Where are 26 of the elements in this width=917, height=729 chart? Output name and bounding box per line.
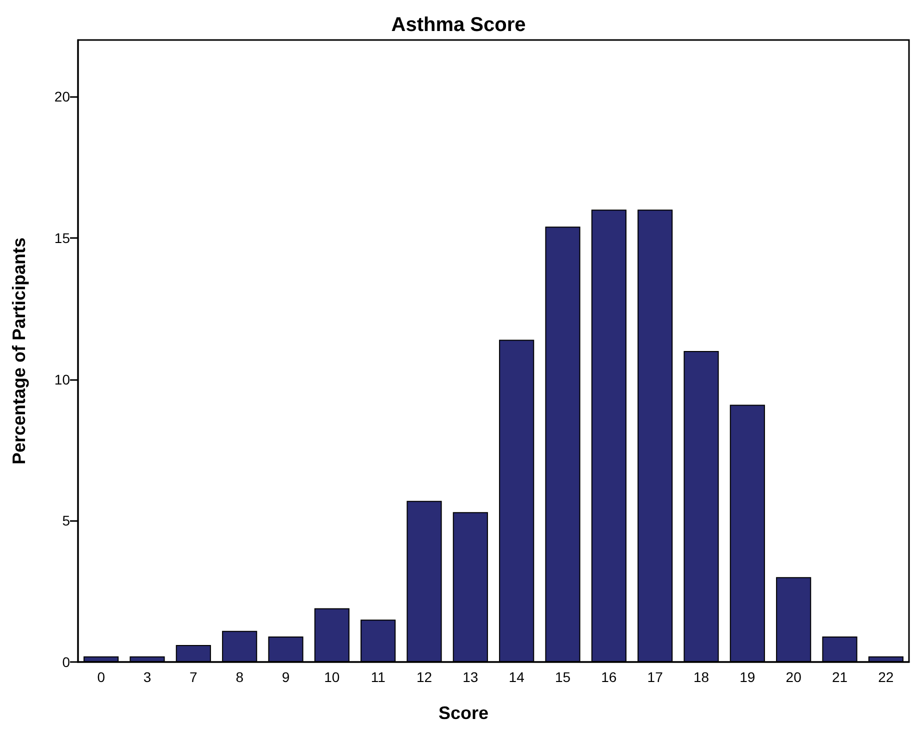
- x-tick-label: 9: [282, 669, 290, 685]
- x-tick-label: 13: [462, 669, 478, 685]
- x-tick-label: 19: [740, 669, 756, 685]
- y-tick-label: 5: [62, 512, 70, 529]
- x-tick-label: 10: [324, 669, 340, 685]
- x-tick-label: 22: [878, 669, 894, 685]
- x-tick-label: 17: [647, 669, 664, 685]
- x-tick-label: 8: [236, 669, 244, 685]
- x-tick-label: 11: [370, 669, 386, 685]
- chart-title: Asthma Score: [391, 14, 526, 36]
- x-tick-label: 15: [554, 669, 571, 685]
- x-tick-label: 16: [601, 669, 617, 685]
- x-tick-label: 20: [786, 669, 802, 685]
- x-tick-label: 12: [416, 669, 432, 685]
- y-axis-title: Percentage of Participants: [9, 237, 29, 465]
- x-tick-label: 3: [143, 669, 152, 685]
- y-tick-label: 10: [54, 371, 70, 388]
- x-tick-label: 18: [693, 669, 710, 685]
- x-tick-label: 21: [832, 669, 848, 685]
- y-tick-label: 0: [62, 654, 70, 670]
- x-axis-title: Score: [438, 703, 489, 723]
- x-tick-label: 7: [190, 669, 198, 685]
- y-tick-label: 20: [54, 88, 70, 105]
- x-tick-label: 0: [97, 669, 106, 685]
- y-tick-label: 15: [54, 230, 70, 246]
- x-tick-label: 14: [508, 669, 525, 685]
